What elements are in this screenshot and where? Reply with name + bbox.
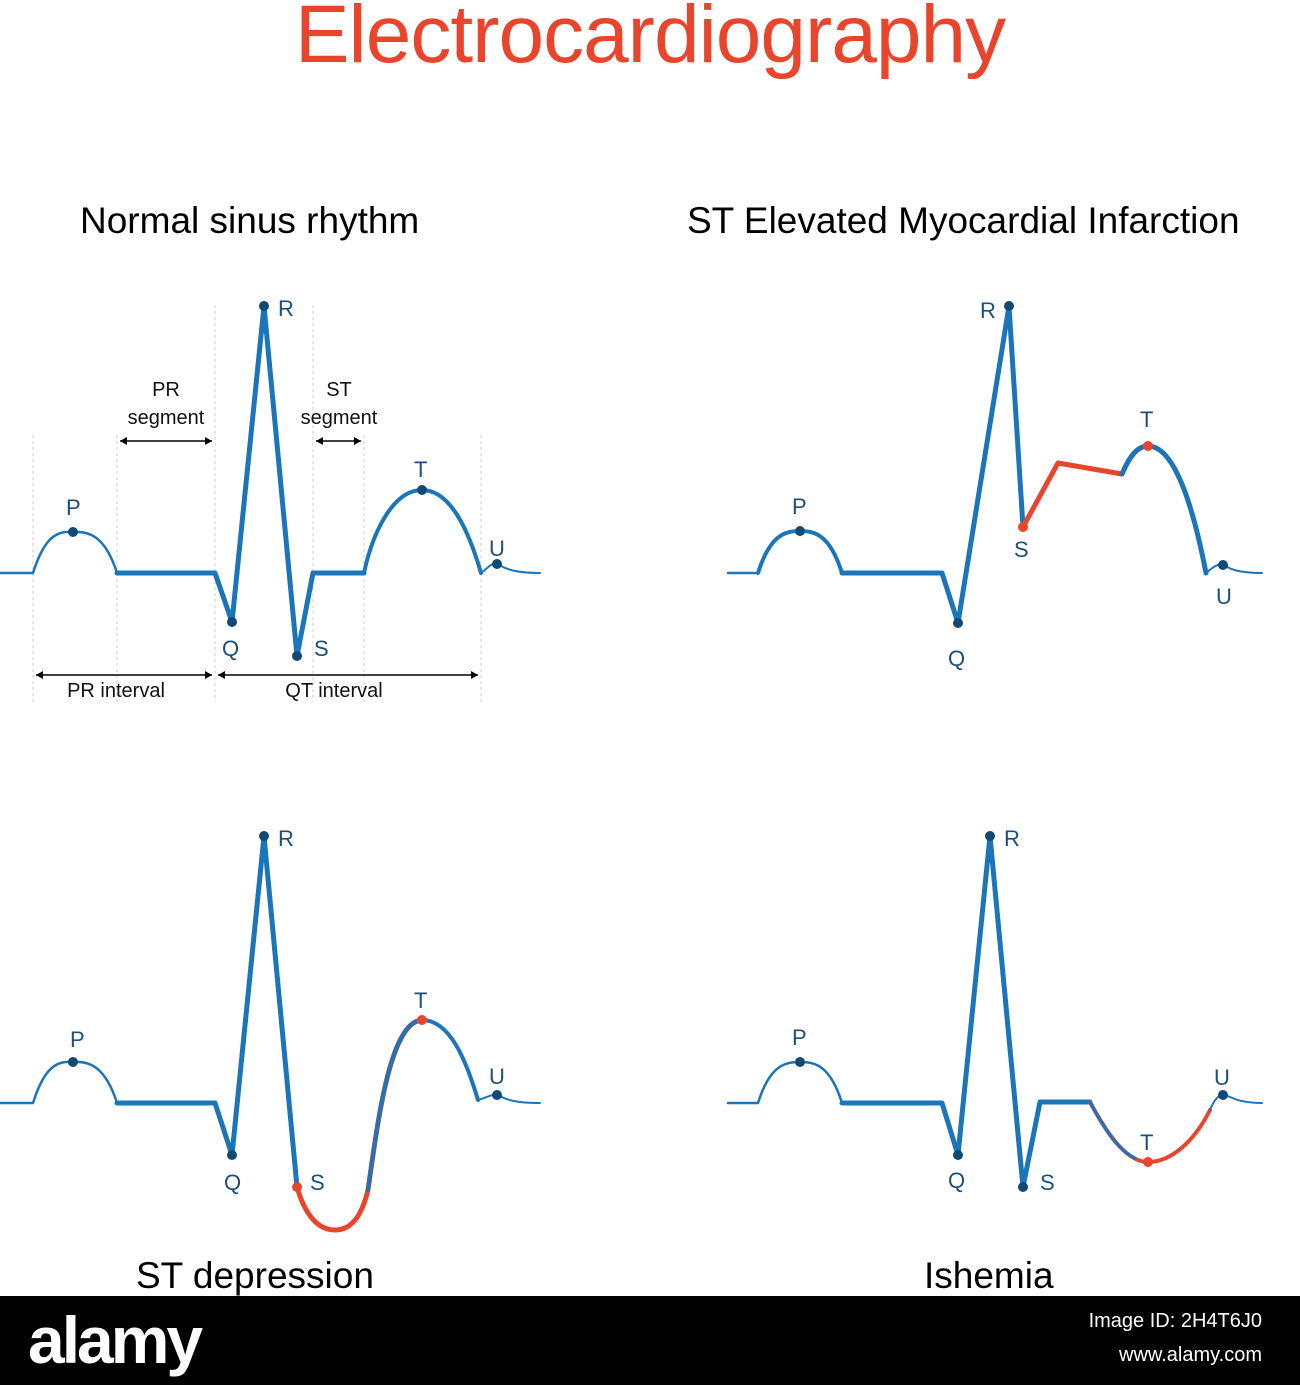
p-point — [795, 526, 805, 536]
ecg-normal-sinus-rhythm: P Q R S T U PR segment ST segment PR int… — [0, 296, 541, 702]
label-s: S — [1014, 537, 1029, 562]
label-r: R — [980, 298, 996, 323]
panel-title-st-depression: ST depression — [136, 1255, 374, 1296]
pr-interval-label: PR interval — [67, 680, 165, 702]
ecg-ishemia: P Q R S T U — [726, 826, 1263, 1195]
panel-title-stemi: ST Elevated Myocardial Infarction — [687, 200, 1240, 241]
label-u: U — [489, 536, 505, 561]
p-point — [68, 527, 78, 537]
panel-title-ishemia: Ishemia — [924, 1255, 1054, 1296]
label-t: T — [414, 988, 427, 1013]
t-wave — [366, 1018, 480, 1192]
label-s: S — [314, 636, 329, 661]
s-point — [1018, 1182, 1028, 1192]
t-wave — [1119, 443, 1209, 576]
q-point — [227, 617, 237, 627]
t-wave-overlay — [1088, 1100, 1137, 1160]
label-p: P — [792, 1025, 807, 1050]
u-point — [492, 1090, 502, 1100]
label-p: P — [70, 1027, 85, 1052]
r-point — [259, 301, 269, 311]
st-segment-label-line1: ST — [326, 379, 352, 401]
ecg-stemi: P Q R S T U — [726, 298, 1263, 671]
site-url: www.alamy.com — [1119, 1344, 1262, 1366]
ecg-st-depression: P Q R S T U — [0, 826, 541, 1233]
t-point — [1143, 441, 1153, 451]
r-point — [985, 831, 995, 841]
label-q: Q — [948, 1168, 965, 1193]
s-point — [292, 651, 302, 661]
label-u: U — [1216, 584, 1232, 609]
label-r: R — [1004, 826, 1020, 851]
u-point — [1218, 560, 1228, 570]
r-point — [1004, 301, 1014, 311]
label-q: Q — [222, 636, 239, 661]
label-s: S — [1040, 1170, 1055, 1195]
label-p: P — [792, 494, 807, 519]
q-point — [227, 1150, 237, 1160]
t-point — [417, 1015, 427, 1025]
q-point — [953, 618, 963, 628]
image-id: Image ID: 2H4T6J0 — [1088, 1310, 1262, 1332]
label-r: R — [278, 826, 294, 851]
p-point — [68, 1057, 78, 1067]
main-title: Electrocardiography — [294, 0, 1006, 80]
s-point — [1018, 522, 1028, 532]
pr-segment-label-line1: PR — [152, 379, 180, 401]
r-point — [259, 831, 269, 841]
footer-meta: Image ID: 2H4T6J0 www.alamy.com — [1089, 1304, 1262, 1372]
label-u: U — [1214, 1065, 1230, 1090]
u-point — [492, 559, 502, 569]
label-p: P — [66, 495, 81, 520]
qrs-complex — [839, 833, 1093, 1190]
label-r: R — [278, 296, 294, 321]
qt-interval-label: QT interval — [285, 680, 382, 702]
label-u: U — [489, 1064, 505, 1089]
q-point — [953, 1150, 963, 1160]
s-point — [292, 1182, 302, 1192]
p-wave — [726, 1060, 844, 1105]
label-t: T — [414, 457, 427, 482]
t-point — [417, 485, 427, 495]
label-t: T — [1140, 1130, 1153, 1155]
label-q: Q — [948, 646, 965, 671]
alamy-logo: alamy — [28, 1303, 203, 1377]
label-t: T — [1140, 407, 1153, 432]
label-s: S — [310, 1170, 325, 1195]
u-point — [1218, 1090, 1228, 1100]
stock-footer-bar: alamy Image ID: 2H4T6J0 www.alamy.com — [0, 1296, 1300, 1385]
st-segment-label-line2: segment — [301, 407, 378, 429]
panel-title-normal-sinus-rhythm: Normal sinus rhythm — [80, 200, 420, 241]
u-wave — [1209, 1094, 1263, 1111]
p-point — [795, 1057, 805, 1067]
t-point — [1143, 1157, 1153, 1167]
pr-segment-label-line2: segment — [128, 407, 205, 429]
label-q: Q — [224, 1170, 241, 1195]
